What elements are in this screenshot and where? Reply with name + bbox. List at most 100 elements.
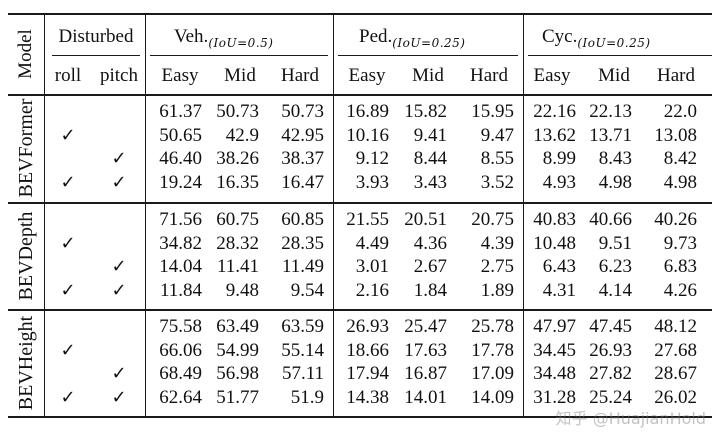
table-cell: 3.43: [413, 171, 447, 193]
veh-divider: [333, 13, 334, 416]
table-cell: 17.63: [404, 339, 447, 361]
table-cell: 4.39: [480, 232, 514, 254]
table-cell: 9.51: [598, 232, 632, 254]
table-cell: 1.89: [480, 279, 514, 301]
pitch-subheader: pitch: [100, 65, 138, 86]
table-cell: 2.16: [355, 279, 389, 301]
table-cell: 3.52: [480, 171, 514, 193]
group-header-1: Ped.(IoU=0.25): [359, 26, 466, 50]
group-iou-1: (IoU=0.25): [392, 36, 466, 50]
table-cell: 6.43: [542, 256, 576, 277]
pitch-check: ✓: [111, 386, 127, 408]
group-header-0: Veh.(IoU=0.5): [174, 26, 273, 50]
table-cell: 66.06: [159, 339, 202, 361]
model-divider: [44, 13, 45, 416]
table-cell: 17.78: [471, 339, 514, 361]
roll-subheader: roll: [54, 65, 82, 86]
table-cell: 9.48: [225, 279, 259, 301]
pitch-check: ✓: [111, 148, 127, 169]
table-cell: 50.73: [216, 101, 259, 122]
block-rule-1: [8, 202, 712, 204]
table-cell: 8.99: [542, 148, 576, 169]
table-cell: 15.82: [404, 101, 447, 122]
difficulty-header: Mid: [598, 65, 630, 86]
difficulty-header: Mid: [224, 65, 256, 86]
roll-check: ✓: [60, 386, 76, 408]
table-cell: 56.98: [216, 363, 259, 384]
table-cell: 4.98: [663, 171, 697, 193]
table-cell: 28.67: [654, 363, 697, 384]
table-cell: 2.75: [480, 256, 514, 277]
pitch-check: ✓: [111, 256, 127, 277]
block-rule-2: [8, 309, 712, 311]
table-cell: 16.47: [281, 171, 324, 193]
table-cell: 6.83: [663, 256, 697, 277]
table-cell: 9.73: [663, 232, 697, 254]
table-cell: 28.32: [216, 232, 259, 254]
difficulty-header: Easy: [348, 65, 386, 86]
table-cell: 60.75: [216, 209, 259, 230]
table-cell: 11.49: [281, 256, 324, 277]
group-iou-2: (IoU=0.25): [577, 36, 651, 50]
table-cell: 4.98: [598, 171, 632, 193]
table-cell: 21.55: [346, 209, 389, 230]
table-cell: 9.41: [413, 124, 447, 146]
difficulty-header: Easy: [161, 65, 199, 86]
table-cell: 38.37: [281, 148, 324, 169]
table-cell: 4.26: [663, 279, 697, 301]
table-cell: 40.83: [533, 209, 576, 230]
table-cell: 40.26: [654, 209, 697, 230]
table-cell: 3.01: [355, 256, 389, 277]
cyc-cmidrule: [528, 55, 712, 56]
table-cell: 8.44: [413, 148, 447, 169]
veh-cmidrule: [150, 55, 328, 56]
difficulty-header: Hard: [657, 65, 695, 86]
table-cell: 47.97: [533, 316, 576, 337]
model-name-bevheight: BEVHeight: [15, 315, 37, 411]
table-cell: 47.45: [589, 316, 632, 337]
table-cell: 1.84: [413, 279, 447, 301]
table-cell: 40.66: [589, 209, 632, 230]
ped-cmidrule: [338, 55, 518, 56]
table-cell: 25.24: [589, 386, 632, 408]
table-cell: 63.49: [216, 316, 259, 337]
table-cell: 18.66: [346, 339, 389, 361]
table-cell: 17.09: [471, 363, 514, 384]
table-cell: 60.85: [281, 209, 324, 230]
table-cell: 13.71: [589, 124, 632, 146]
table-cell: 14.09: [471, 386, 514, 408]
table-cell: 4.31: [542, 279, 576, 301]
zhihu-watermark: 知乎 @HuajianHold: [555, 409, 706, 428]
table-cell: 28.35: [281, 232, 324, 254]
roll-check: ✓: [60, 171, 76, 193]
table-cell: 6.23: [598, 256, 632, 277]
table-cell: 55.14: [281, 339, 324, 361]
table-cell: 54.99: [216, 339, 259, 361]
difficulty-header: Easy: [533, 65, 571, 86]
disturbed-divider: [145, 13, 146, 416]
table-cell: 61.37: [159, 101, 202, 122]
table-cell: 34.82: [159, 232, 202, 254]
group-name-0: Veh.: [174, 26, 209, 47]
table-cell: 46.40: [159, 148, 202, 169]
table-cell: 16.87: [404, 363, 447, 384]
table-cell: 31.28: [533, 386, 576, 408]
roll-check: ✓: [60, 279, 76, 301]
table-cell: 63.59: [281, 316, 324, 337]
table-cell: 20.75: [471, 209, 514, 230]
model-name-bevdepth: BEVDepth: [15, 211, 37, 301]
table-cell: 22.13: [589, 101, 632, 122]
table-cell: 10.16: [346, 124, 389, 146]
group-name-2: Cyc.: [542, 26, 578, 47]
table-cell: 42.9: [225, 124, 259, 146]
table-cell: 14.38: [346, 386, 389, 408]
pitch-check: ✓: [111, 363, 127, 384]
table-cell: 13.62: [533, 124, 576, 146]
table-cell: 8.42: [663, 148, 697, 169]
table-cell: 26.02: [654, 386, 697, 408]
table-cell: 34.45: [533, 339, 576, 361]
table-cell: 75.58: [159, 316, 202, 337]
header-rule: [8, 94, 712, 96]
table-cell: 14.01: [404, 386, 447, 408]
table-cell: 16.35: [216, 171, 259, 193]
